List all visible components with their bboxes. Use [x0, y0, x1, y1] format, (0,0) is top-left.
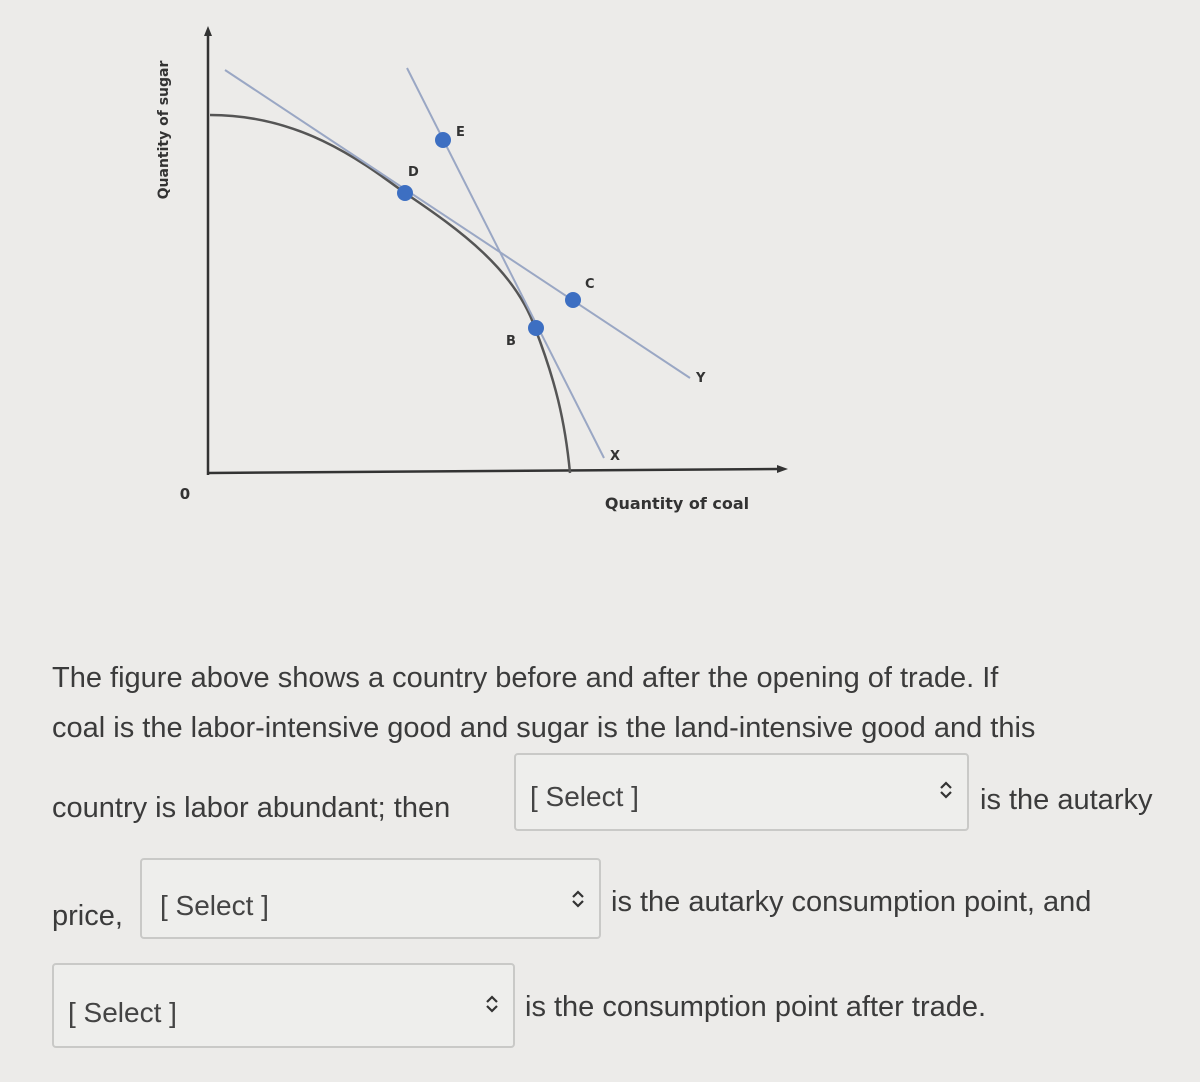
question-text: coal is the labor-intensive good and sug…: [52, 712, 1036, 744]
x-arrow: [777, 465, 788, 473]
question-text: is the autarky: [980, 784, 1153, 816]
point-label: C: [585, 277, 595, 292]
x-axis: [207, 467, 779, 475]
point: [397, 185, 413, 201]
price-line-x: [406, 67, 605, 459]
question-text: The figure above shows a country before …: [52, 662, 999, 694]
point-label: E: [456, 125, 465, 140]
dropdown-text: [ Select ]: [530, 781, 639, 812]
dropdown-icon: [572, 890, 584, 908]
point: [565, 292, 581, 308]
question-text: price,: [52, 900, 123, 932]
point-label: B: [506, 334, 516, 349]
point: [435, 132, 451, 148]
dropdown[interactable]: [ Select ]: [514, 753, 969, 831]
dropdown-text: [ Select ]: [68, 997, 177, 1028]
dropdown[interactable]: [ Select ]: [140, 858, 601, 939]
question-text: is the consumption point after trade.: [525, 991, 987, 1023]
question-text: country is labor abundant; then: [52, 792, 451, 824]
question-text: is the autarky consumption point, and: [611, 886, 1092, 918]
point-label: D: [408, 165, 419, 180]
line-label: X: [610, 449, 620, 464]
ppf-figure: D E C B X Y Quantity of sugar 0 Quantity…: [156, 26, 788, 513]
dropdown-icon: [940, 781, 952, 799]
y-arrow: [204, 26, 212, 36]
x-axis-label: Quantity of coal: [605, 494, 749, 513]
dropdown[interactable]: [ Select ]: [52, 963, 515, 1048]
ppf-curve: [209, 113, 572, 474]
point: [528, 320, 544, 336]
y-axis-label: Quantity of sugar: [156, 61, 172, 200]
price-line-y: [224, 69, 691, 379]
dropdown-icon: [486, 995, 498, 1013]
dropdown-text: [ Select ]: [160, 890, 269, 921]
origin-label: 0: [180, 485, 190, 503]
line-label: Y: [695, 371, 706, 386]
